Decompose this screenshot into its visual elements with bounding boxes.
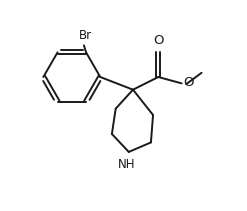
Text: NH: NH xyxy=(118,158,135,171)
Text: Br: Br xyxy=(79,29,92,42)
Text: O: O xyxy=(184,76,194,89)
Text: O: O xyxy=(153,34,164,47)
